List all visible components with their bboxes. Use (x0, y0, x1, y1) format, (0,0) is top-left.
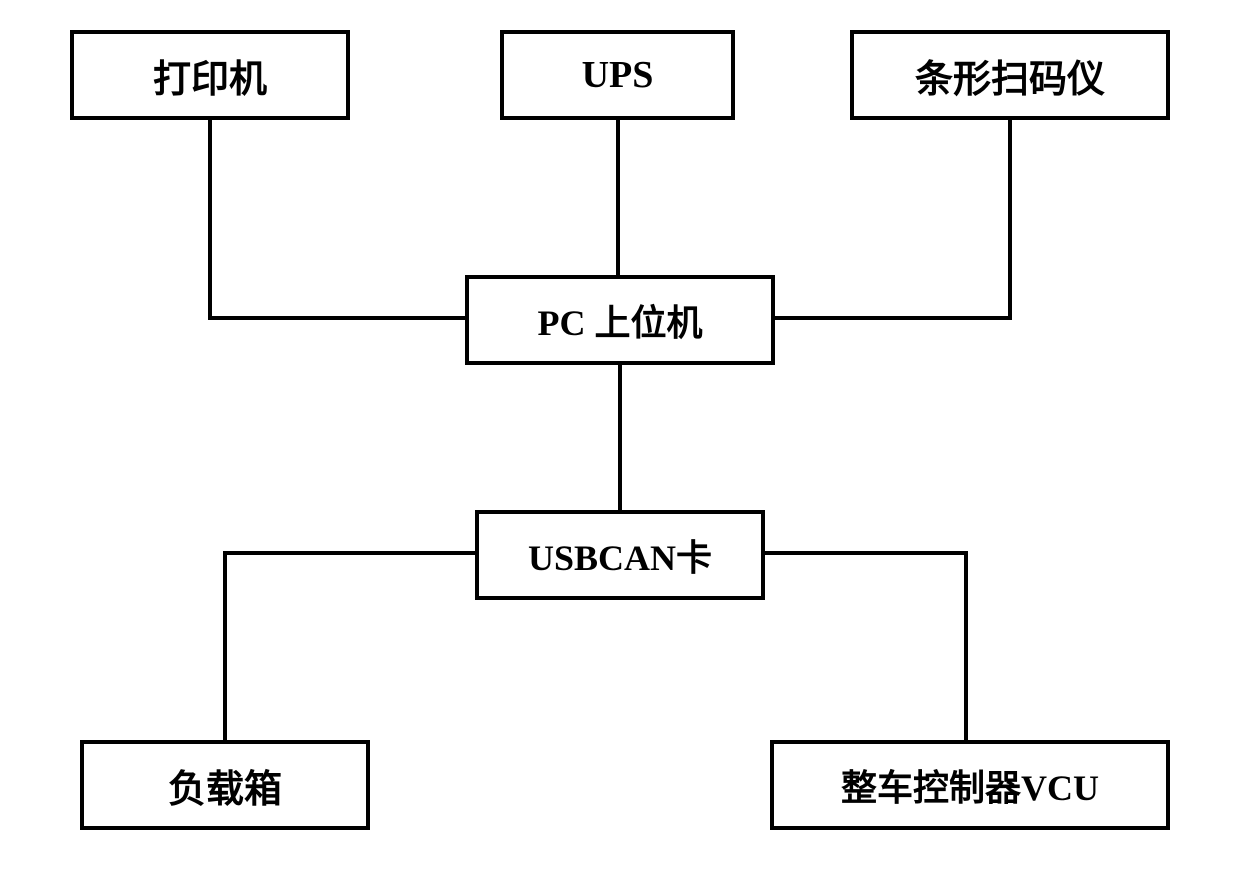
node-label: 条形扫码仪 (915, 48, 1105, 103)
node-loadbox: 负载箱 (80, 740, 370, 830)
edge-printer-pc-v (208, 120, 212, 320)
edge-pc-usbcan (618, 365, 622, 510)
node-label: 整车控制器VCU (841, 759, 1099, 811)
edge-usbcan-loadbox-v (223, 551, 227, 740)
node-usbcan: USBCAN卡 (475, 510, 765, 600)
node-label: 打印机 (153, 48, 267, 103)
node-printer: 打印机 (70, 30, 350, 120)
edge-usbcan-loadbox-h (223, 551, 479, 555)
node-label: UPS (582, 53, 654, 97)
edge-scanner-pc-h (775, 316, 1012, 320)
node-pc: PC 上位机 (465, 275, 775, 365)
edge-ups-pc (616, 120, 620, 275)
node-label: 负载箱 (168, 758, 282, 813)
node-ups: UPS (500, 30, 735, 120)
edge-usbcan-vcu-h (765, 551, 968, 555)
node-label: USBCAN卡 (528, 529, 712, 581)
edge-printer-pc-h (208, 316, 469, 320)
node-scanner: 条形扫码仪 (850, 30, 1170, 120)
node-label: PC 上位机 (538, 294, 703, 346)
edge-scanner-pc-v (1008, 120, 1012, 320)
edge-usbcan-vcu-v (964, 551, 968, 740)
node-vcu: 整车控制器VCU (770, 740, 1170, 830)
